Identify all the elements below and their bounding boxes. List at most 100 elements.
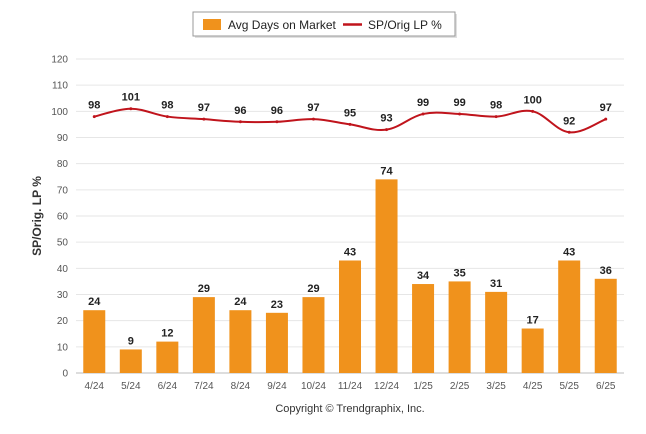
line-point bbox=[92, 115, 96, 119]
bar-value-label: 29 bbox=[307, 283, 319, 295]
bar bbox=[412, 284, 435, 373]
line-value-label: 92 bbox=[563, 115, 575, 127]
legend-label-bars: Avg Days on Market bbox=[228, 18, 336, 32]
x-tick-label: 9/24 bbox=[267, 381, 287, 392]
y-axis-label: SP/Orig. LP % bbox=[30, 176, 44, 256]
y-tick-label: 30 bbox=[57, 290, 69, 301]
line-value-label: 98 bbox=[88, 100, 100, 112]
bar-value-label: 9 bbox=[128, 335, 134, 347]
y-tick-label: 100 bbox=[51, 107, 68, 118]
bar-series bbox=[83, 179, 617, 373]
x-tick-label: 7/24 bbox=[194, 381, 214, 392]
line-point bbox=[311, 117, 315, 121]
line-point bbox=[202, 117, 206, 121]
x-tick-label: 4/24 bbox=[85, 381, 105, 392]
line-point bbox=[275, 120, 279, 124]
bar-value-label: 24 bbox=[88, 296, 101, 308]
bar-value-label: 17 bbox=[527, 315, 539, 327]
x-tick-label: 6/25 bbox=[596, 381, 616, 392]
legend-box bbox=[192, 11, 456, 37]
line-point bbox=[421, 112, 425, 116]
line-point bbox=[348, 122, 352, 126]
legend-bar-swatch bbox=[203, 19, 221, 30]
bar bbox=[83, 310, 106, 373]
y-axis-ticks: 0 10 20 30 40 50 60 70 80 90 100 110 120 bbox=[51, 55, 68, 380]
bar-data-labels: 24 9 12 29 24 23 29 43 74 34 35 31 17 43 36 bbox=[88, 165, 612, 347]
bar bbox=[594, 278, 617, 373]
line-point bbox=[604, 117, 608, 121]
bar bbox=[156, 341, 179, 373]
bar-value-label: 23 bbox=[271, 299, 283, 311]
line-value-label: 96 bbox=[271, 105, 283, 117]
y-tick-label: 60 bbox=[57, 212, 69, 223]
line-point bbox=[129, 107, 133, 111]
line-value-label: 93 bbox=[380, 113, 392, 125]
legend-label-line: SP/Orig LP % bbox=[368, 18, 442, 32]
y-tick-label: 120 bbox=[51, 55, 68, 66]
bar-value-label: 12 bbox=[161, 328, 173, 340]
bar-value-label: 24 bbox=[234, 296, 247, 308]
line-series bbox=[92, 107, 608, 134]
x-tick-label: 10/24 bbox=[301, 381, 326, 392]
line-value-label: 95 bbox=[344, 107, 356, 119]
line-value-label: 96 bbox=[234, 105, 246, 117]
bar bbox=[265, 312, 288, 373]
x-axis-ticks: 4/24 5/24 6/24 7/24 8/24 9/24 10/24 11/24 12/24 1… bbox=[85, 381, 616, 392]
line-value-label: 99 bbox=[417, 97, 429, 109]
x-tick-label: 2/25 bbox=[450, 381, 470, 392]
bar bbox=[521, 328, 544, 373]
bar bbox=[448, 281, 471, 373]
x-tick-label: 1/25 bbox=[413, 381, 433, 392]
line-value-label: 101 bbox=[122, 92, 140, 104]
bar bbox=[339, 260, 361, 373]
y-tick-label: 110 bbox=[52, 81, 68, 92]
x-tick-label: 4/25 bbox=[523, 381, 543, 392]
y-tick-label: 90 bbox=[57, 133, 69, 144]
bar bbox=[558, 260, 581, 373]
line-point bbox=[458, 112, 462, 116]
y-tick-label: 40 bbox=[57, 264, 69, 275]
y-tick-label: 80 bbox=[57, 159, 69, 170]
bar-value-label: 29 bbox=[198, 283, 210, 295]
bar-value-label: 74 bbox=[380, 165, 393, 177]
x-tick-label: 5/25 bbox=[559, 381, 579, 392]
line-point bbox=[531, 109, 535, 113]
y-tick-label: 70 bbox=[57, 185, 69, 196]
line-data-labels: 98 101 98 97 96 96 97 95 93 99 99 98 100 92 97 bbox=[88, 92, 612, 128]
y-tick-label: 50 bbox=[57, 238, 69, 249]
x-tick-label: 3/25 bbox=[486, 381, 506, 392]
x-tick-label: 6/24 bbox=[158, 381, 178, 392]
line-point bbox=[567, 130, 571, 134]
bar-value-label: 43 bbox=[563, 246, 575, 258]
bar bbox=[375, 179, 398, 373]
line-value-label: 97 bbox=[307, 102, 319, 114]
line-point bbox=[165, 115, 169, 119]
bar bbox=[192, 297, 215, 373]
legend: Avg Days on Market SP/Orig LP % bbox=[192, 11, 457, 38]
x-tick-label: 5/24 bbox=[121, 381, 141, 392]
bar bbox=[485, 291, 508, 373]
bar-value-label: 34 bbox=[417, 270, 430, 282]
bar-value-label: 35 bbox=[453, 267, 465, 279]
y-tick-label: 20 bbox=[57, 316, 69, 327]
line-value-label: 98 bbox=[161, 100, 173, 112]
line-point bbox=[385, 128, 389, 132]
line-point bbox=[238, 120, 242, 124]
x-tick-label: 8/24 bbox=[231, 381, 251, 392]
bar-value-label: 36 bbox=[600, 265, 612, 277]
bar-value-label: 31 bbox=[490, 278, 502, 290]
x-tick-label: 12/24 bbox=[374, 381, 399, 392]
y-tick-label: 10 bbox=[57, 342, 69, 353]
bar bbox=[119, 349, 142, 373]
copyright-text: Copyright © Trendgraphix, Inc. bbox=[275, 403, 424, 415]
bar bbox=[302, 297, 325, 373]
line-value-label: 97 bbox=[198, 102, 210, 114]
line-value-label: 99 bbox=[453, 97, 465, 109]
line-point bbox=[494, 115, 498, 119]
line-value-label: 97 bbox=[600, 102, 612, 114]
bar bbox=[229, 310, 252, 373]
y-tick-label: 0 bbox=[62, 369, 68, 380]
line-value-label: 98 bbox=[490, 100, 502, 112]
x-tick-label: 11/24 bbox=[338, 381, 363, 392]
